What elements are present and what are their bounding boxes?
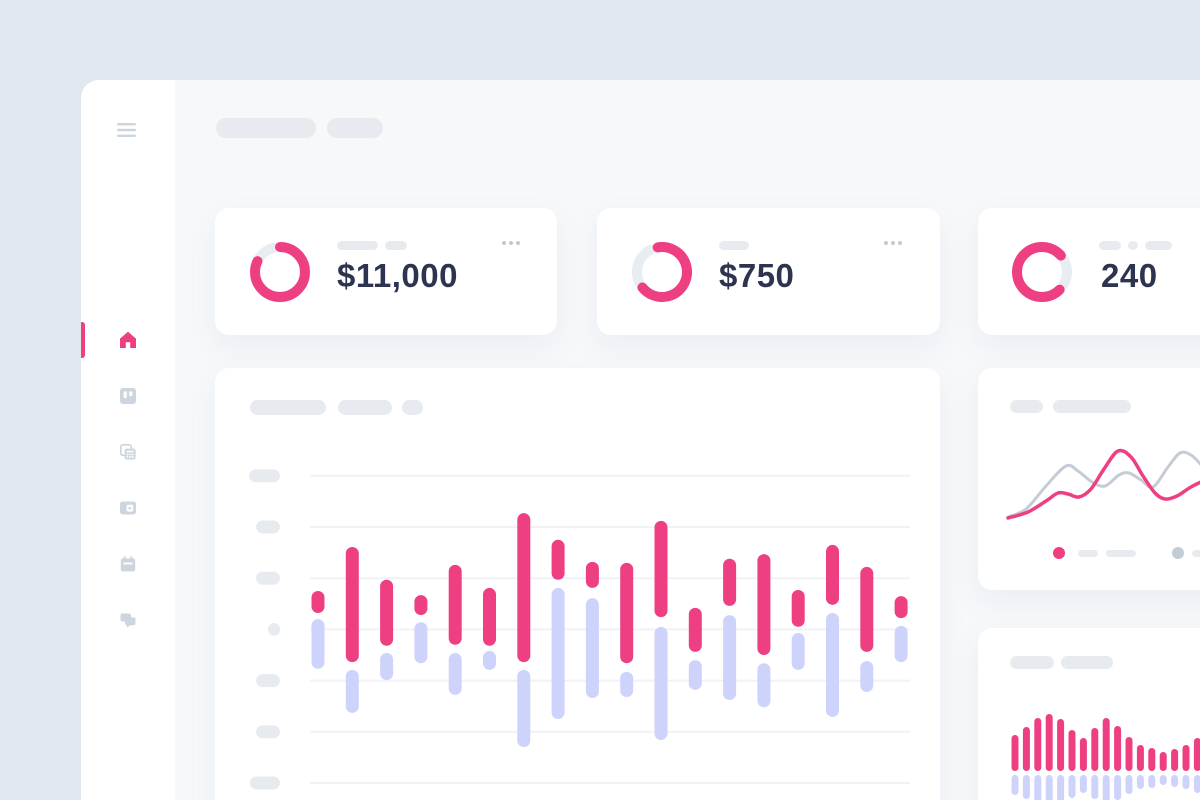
sidebar-item-reports[interactable] [81,424,175,480]
breadcrumb-skeleton [327,118,383,138]
ellipsis-icon [884,240,889,246]
sidebar-item-home[interactable] [81,312,175,368]
volume-chart-card [978,628,1200,800]
donut-ring-chart [250,242,310,302]
trend-line-card [978,368,1200,590]
stat-value: $750 [719,257,795,294]
floating-bar-chart [249,469,910,790]
legend-label-skeleton [1078,550,1098,557]
ellipsis-icon [502,240,507,246]
stat-label-skeleton [385,241,407,250]
stat-value: $11,000 [337,257,458,294]
chat-icon [120,613,136,628]
chart-title-skeleton [250,400,326,415]
legend-dot-gray [1172,547,1184,559]
sidebar [81,80,175,800]
line-chart [1006,448,1200,520]
main-chart-card [215,368,940,800]
sidebar-item-messages[interactable] [81,592,175,648]
copy-table-icon [119,443,136,460]
wallet-icon [120,501,136,515]
legend-dot-pink [1053,547,1065,559]
legend-label-skeleton [1192,550,1200,557]
sidebar-nav [81,312,175,648]
stat-card-count: 240 [978,208,1200,335]
stat-label-skeleton [719,241,749,250]
legend-label-skeleton [1106,550,1136,557]
hamburger-menu-button[interactable] [114,120,140,140]
stat-label-skeleton [337,241,378,250]
sidebar-item-wallet[interactable] [81,480,175,536]
stat-card-spend: $750 [597,208,940,335]
donut-ring-chart [632,242,692,302]
chart-subtitle-skeleton [338,400,392,415]
stat-label-skeleton [1099,241,1121,250]
stat-card-revenue: $11,000 [215,208,557,335]
home-icon [120,331,136,348]
chart-title-skeleton [1010,656,1054,669]
app-window: $11,000 $750 240 [81,80,1200,800]
card-menu-button[interactable] [884,238,904,248]
mirrored-bar-chart [1011,714,1200,800]
stat-value: 240 [1101,257,1158,294]
active-nav-indicator [81,322,85,358]
sidebar-item-boards[interactable] [81,368,175,424]
chart-subtitle-skeleton [1061,656,1113,669]
stat-label-skeleton [1128,241,1138,250]
donut-ring-chart [1012,242,1072,302]
sidebar-item-calendar[interactable] [81,536,175,592]
card-menu-button[interactable] [502,238,522,248]
chart-subtitle-skeleton [1053,400,1131,413]
calendar-icon [120,556,136,572]
stat-label-skeleton [1145,241,1172,250]
chart-badge-skeleton [402,400,423,415]
page-title-skeleton [216,118,316,138]
chart-legend [978,547,1200,561]
chart-title-skeleton [1010,400,1043,413]
hamburger-icon [117,123,136,137]
board-icon [120,388,136,404]
